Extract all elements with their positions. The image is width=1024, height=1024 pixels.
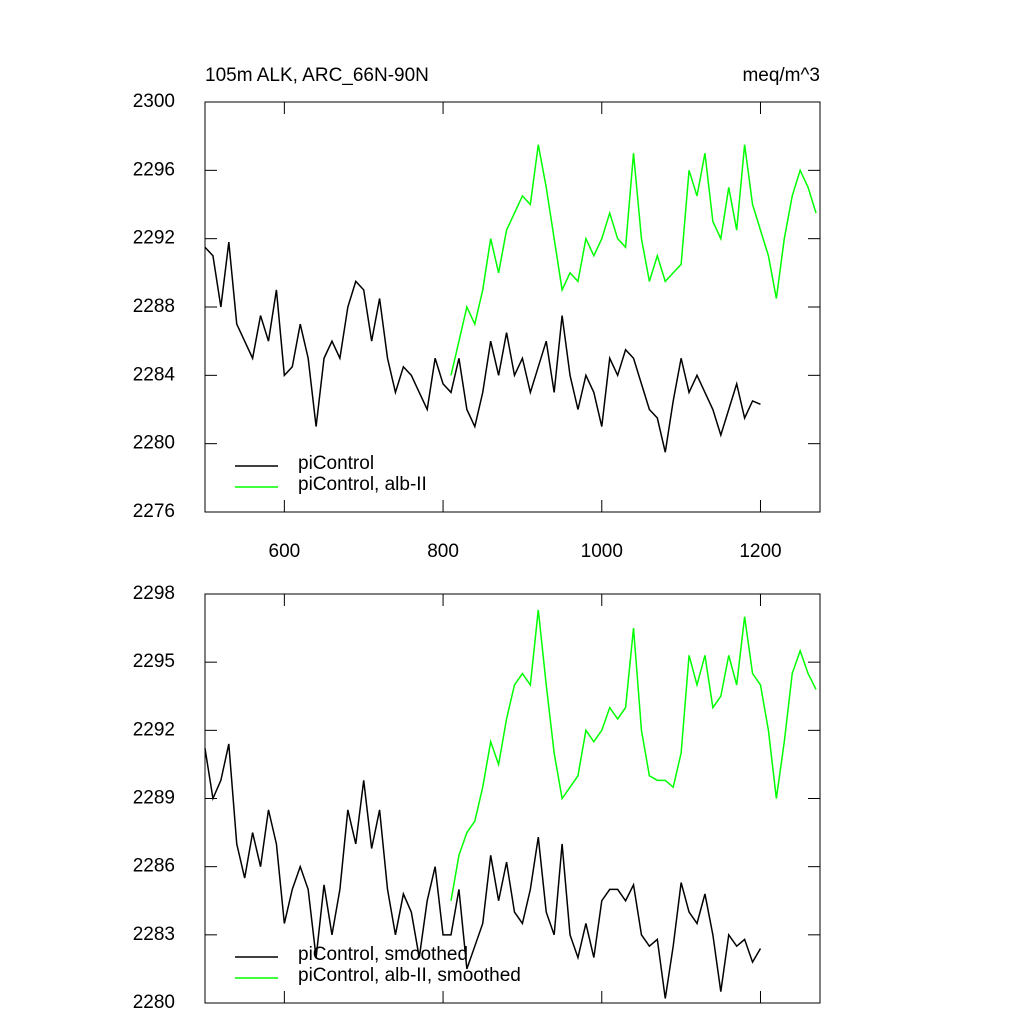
plot-frame bbox=[204, 101, 821, 513]
data-line bbox=[204, 743, 762, 999]
y-tick-label: 2300 bbox=[133, 91, 175, 112]
y-tick-label: 2280 bbox=[133, 433, 175, 454]
y-tick-label: 2276 bbox=[133, 501, 175, 522]
x-tick-label: 800 bbox=[427, 541, 459, 562]
legend-label: piControl, smoothed bbox=[298, 944, 468, 965]
legend-label: piControl, alb-II, smoothed bbox=[298, 965, 521, 986]
y-tick-label: 2280 bbox=[133, 992, 175, 1013]
y-tick-label: 2292 bbox=[133, 719, 175, 740]
data-line bbox=[450, 609, 817, 901]
x-tick-label: 600 bbox=[269, 541, 301, 562]
legend-label: piControl, alb-II bbox=[298, 474, 427, 495]
x-tick-label: 1200 bbox=[739, 541, 781, 562]
data-line bbox=[450, 144, 817, 376]
chart-title: 105m ALK, ARC_66N-90N bbox=[205, 65, 429, 86]
y-tick-label: 2288 bbox=[133, 296, 175, 317]
y-tick-label: 2298 bbox=[133, 583, 175, 604]
y-tick-label: 2292 bbox=[133, 228, 175, 249]
y-tick-label: 2295 bbox=[133, 651, 175, 672]
units-label: meq/m^3 bbox=[742, 65, 820, 86]
y-tick-label: 2296 bbox=[133, 159, 175, 180]
x-tick-label: 1000 bbox=[581, 541, 623, 562]
y-tick-label: 2284 bbox=[133, 364, 176, 385]
data-line bbox=[204, 241, 761, 453]
y-tick-label: 2283 bbox=[133, 924, 175, 945]
y-tick-label: 2286 bbox=[133, 856, 175, 877]
legend-label: piControl bbox=[298, 453, 374, 474]
y-tick-label: 2289 bbox=[133, 788, 175, 809]
